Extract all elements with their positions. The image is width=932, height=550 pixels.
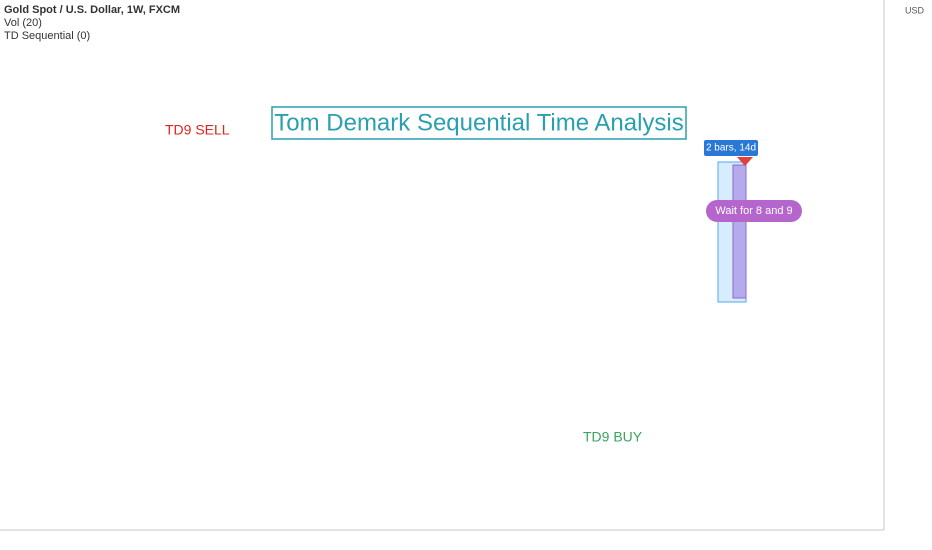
indicator-legend: TD Sequential (0) [4, 30, 90, 42]
symbol-legend: Gold Spot / U.S. Dollar, 1W, FXCM [4, 4, 180, 16]
sell-note: TD9 SELL [165, 122, 230, 138]
indicator-legend: Vol (20) [4, 17, 42, 29]
range-highlight [732, 164, 747, 299]
callout: Wait for 8 and 9 [715, 205, 792, 217]
range-marker [737, 157, 753, 166]
currency-label: USD [905, 5, 925, 15]
chart-title: Tom Demark Sequential Time Analysis [274, 109, 684, 136]
date-range [717, 161, 747, 303]
range-label-box [704, 140, 758, 156]
title-box [271, 106, 687, 140]
buy-note: TD9 BUY [583, 429, 643, 445]
range-label: 2 bars, 14d [706, 143, 756, 154]
callout-box [706, 200, 802, 222]
